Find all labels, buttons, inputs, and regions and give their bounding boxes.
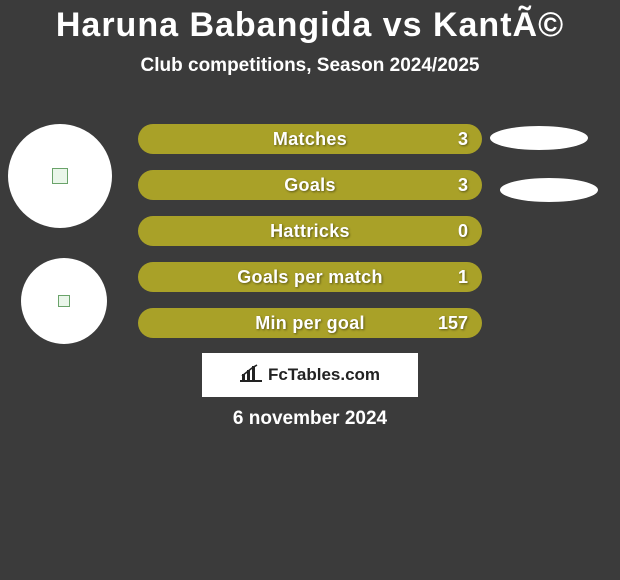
stat-label: Goals per match bbox=[237, 267, 383, 288]
club-badge-2 bbox=[500, 178, 598, 202]
stat-row-goals: Goals 3 bbox=[138, 170, 482, 200]
stat-value: 0 bbox=[458, 221, 468, 242]
stat-value: 157 bbox=[438, 313, 468, 334]
club-badge-1 bbox=[490, 126, 588, 150]
stat-label: Goals bbox=[284, 175, 336, 196]
image-placeholder-icon bbox=[52, 168, 68, 184]
stat-value: 1 bbox=[458, 267, 468, 288]
subtitle: Club competitions, Season 2024/2025 bbox=[0, 55, 620, 77]
footer-date: 6 november 2024 bbox=[233, 408, 387, 430]
stat-value: 3 bbox=[458, 175, 468, 196]
page-title: Haruna Babangida vs KantÃ© bbox=[0, 0, 620, 45]
stat-row-goals-per-match: Goals per match 1 bbox=[138, 262, 482, 292]
stats-container: Matches 3 Goals 3 Hattricks 0 Goals per … bbox=[138, 124, 482, 354]
stat-label: Min per goal bbox=[255, 313, 365, 334]
stat-value: 3 bbox=[458, 129, 468, 150]
stat-label: Hattricks bbox=[270, 221, 350, 242]
brand-box: FcTables.com bbox=[202, 353, 418, 397]
stat-row-matches: Matches 3 bbox=[138, 124, 482, 154]
image-placeholder-icon bbox=[58, 295, 70, 307]
player-avatar-1 bbox=[8, 124, 112, 228]
brand-text: FcTables.com bbox=[268, 365, 380, 385]
player-avatar-2 bbox=[21, 258, 107, 344]
stat-label: Matches bbox=[273, 129, 347, 150]
stat-row-hattricks: Hattricks 0 bbox=[138, 216, 482, 246]
chart-icon bbox=[240, 364, 262, 387]
stat-row-min-per-goal: Min per goal 157 bbox=[138, 308, 482, 338]
